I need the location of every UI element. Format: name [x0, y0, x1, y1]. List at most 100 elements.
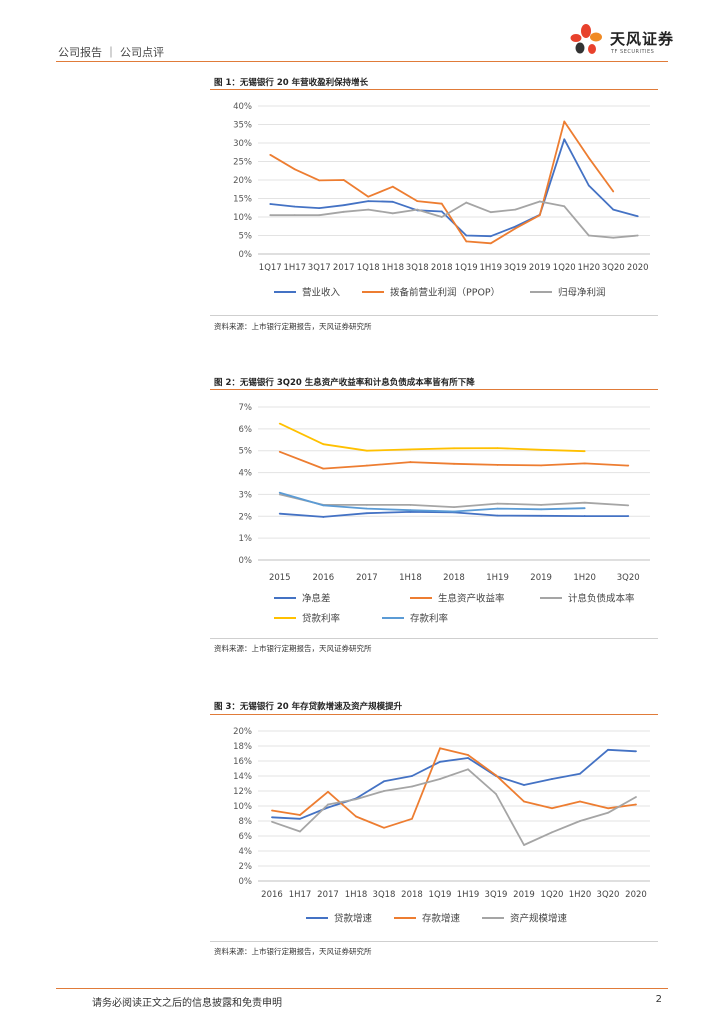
data-point	[523, 784, 525, 786]
data-point	[439, 760, 441, 763]
data-point	[440, 210, 443, 213]
x-tick-label: 2017	[356, 573, 378, 583]
x-tick-label: 1H18	[399, 573, 422, 583]
data-point	[365, 464, 368, 467]
legend-label: 贷款增速	[334, 913, 373, 925]
figure-2-chart: 0% 1% 2% 3% 4% 5% 6% 7% 2015 2016 2017 1H18 2018 1H19…	[239, 403, 650, 625]
y-tick-label: 2%	[239, 512, 253, 522]
data-point	[355, 815, 357, 818]
data-point	[367, 200, 370, 202]
data-point	[299, 817, 301, 820]
figure-1-rule	[210, 89, 658, 90]
data-point	[453, 462, 455, 465]
data-point	[540, 514, 543, 517]
data-point	[540, 504, 543, 506]
data-point	[540, 464, 543, 467]
figure-3-title: 图 3：无锡银行 20 年存贷款增速及资产规模提升	[214, 702, 403, 712]
data-point	[467, 754, 469, 756]
data-point	[514, 227, 517, 230]
data-point	[409, 511, 412, 513]
data-point	[453, 510, 455, 513]
y-tick-label: 20%	[233, 727, 252, 737]
figure-1-chart: 0%5%10%15%20%25%30%35%40%1Q17 1H17 3Q17 201…	[233, 102, 650, 299]
y-tick-label: 8%	[239, 817, 253, 827]
y-tick-label: 10%	[233, 213, 252, 223]
x-tick-label: 2015	[269, 573, 291, 583]
x-tick-label: 1H19	[479, 263, 502, 273]
series-line-1	[271, 748, 637, 820]
data-point	[391, 212, 394, 215]
data-point	[496, 514, 499, 517]
data-point	[327, 790, 329, 793]
data-point	[383, 790, 385, 792]
x-tick-label: 1H20	[573, 573, 596, 583]
data-point	[278, 493, 281, 496]
legend-label: 资产规模增速	[510, 913, 568, 925]
data-point	[635, 796, 637, 798]
data-point	[495, 793, 497, 795]
data-point	[551, 807, 553, 810]
data-point	[453, 506, 455, 509]
data-point	[495, 774, 497, 777]
data-point	[299, 830, 301, 833]
data-point	[465, 201, 468, 204]
figure-1-title: 图 1：无锡银行 20 年营收盈利保持增长	[214, 78, 369, 88]
data-point	[411, 775, 413, 777]
data-point	[514, 225, 517, 228]
y-tick-label: 10%	[233, 802, 252, 812]
figure-3-chart: 0% 2% 4% 6% 8% 10% 12% 14% 16% 18% 20% 2016 1H17 2017…	[233, 727, 650, 925]
y-tick-label: 2%	[239, 862, 253, 872]
data-point	[409, 509, 412, 512]
data-point	[583, 462, 586, 465]
data-point	[391, 200, 394, 203]
data-point	[635, 803, 637, 806]
x-tick-label: 2020	[625, 890, 647, 900]
data-point	[322, 516, 325, 518]
data-point	[538, 214, 541, 217]
y-tick-label: 25%	[233, 158, 252, 168]
data-point	[607, 807, 609, 810]
y-tick-label: 6%	[239, 425, 253, 435]
data-point	[278, 512, 281, 515]
figure-1-bottom-rule	[210, 315, 658, 316]
data-point	[391, 185, 394, 188]
y-tick-label: 14%	[233, 772, 252, 782]
data-point	[342, 204, 345, 207]
data-point	[496, 447, 499, 449]
data-point	[271, 816, 273, 819]
data-point	[322, 443, 325, 446]
x-tick-label: 2019	[529, 263, 551, 273]
data-point	[612, 208, 615, 211]
data-point	[365, 449, 368, 452]
data-point	[583, 450, 586, 453]
data-point	[365, 504, 368, 506]
figure-2-bottom-rule	[210, 638, 658, 639]
data-point	[583, 507, 586, 510]
y-tick-label: 4%	[239, 847, 253, 857]
data-point	[318, 207, 321, 210]
data-point	[579, 820, 581, 822]
data-point	[365, 507, 368, 510]
x-tick-label: 2018	[431, 263, 453, 273]
data-point	[439, 747, 441, 750]
series-line-2	[269, 120, 615, 245]
figure-2-source: 资料来源：上市银行定期报告，天风证券研究所	[214, 644, 372, 653]
data-point	[551, 778, 553, 780]
x-tick-label: 3Q20	[617, 573, 640, 583]
data-point	[293, 214, 296, 217]
series-line-5	[279, 491, 585, 513]
data-point	[271, 820, 273, 823]
legend-label: 拨备前营业利润（PPOP）	[390, 287, 500, 299]
data-point	[342, 210, 345, 213]
figure-3-bottom-rule	[210, 941, 658, 942]
data-point	[269, 214, 272, 217]
data-point	[551, 831, 553, 834]
data-point	[587, 234, 590, 237]
figure-3-rule	[210, 714, 658, 715]
x-tick-label: 1H18	[381, 263, 404, 273]
report-type-header: 公司报告 ｜ 公司点评	[58, 46, 164, 59]
y-tick-label: 5%	[239, 232, 253, 242]
page-number: 2	[655, 994, 662, 1005]
data-point	[269, 203, 272, 205]
data-point	[636, 215, 639, 218]
